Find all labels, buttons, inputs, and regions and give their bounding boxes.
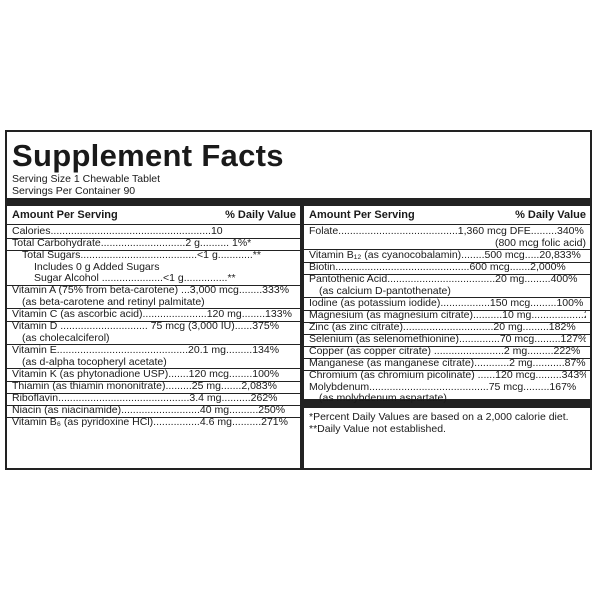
nutrient-line: Selenium (as selenomethionine)..........… [309, 334, 586, 345]
nutrient-line: Magnesium (as magnesium citrate)........… [309, 310, 586, 321]
supplement-facts-panel: Supplement Facts Serving Size 1 Chewable… [5, 130, 592, 470]
serving-size: Serving Size 1 Chewable Tablet [12, 173, 161, 185]
nutrient-row: Vitamin A (75% from beta-carotene) ...3,… [7, 285, 300, 310]
nutrient-line: Folate..................................… [309, 226, 584, 237]
nutrient-row: Biotin..................................… [304, 262, 590, 275]
nutrient-line: Vitamin B₆ (as pyridoxine HCl)..........… [12, 417, 288, 428]
nutrient-subline: Sugar Alcohol .....................<1 g.… [34, 273, 236, 285]
nutrient-subline: Molybdenum..............................… [309, 381, 577, 393]
nutrient-subline: (as molybdenum aspartate) [319, 393, 447, 405]
nutrient-row: Total Carbohydrate......................… [7, 238, 300, 251]
nutrient-row: Vitamin E...............................… [7, 345, 300, 370]
nutrient-subline: Includes 0 g Added Sugars [34, 261, 160, 273]
nutrient-row: Vitamin B₆ (as pyridoxine HCl)..........… [7, 417, 300, 430]
nutrient-row: Copper (as copper citrate) .............… [304, 346, 590, 359]
nutrient-line: Biotin..................................… [309, 262, 566, 273]
nutrient-row: Magnesium (as magnesium citrate)........… [304, 310, 590, 323]
amount-per-serving-label: Amount Per Serving [12, 209, 118, 221]
nutrient-line: Vitamin C (as ascorbic acid)............… [12, 309, 292, 320]
nutrient-line: Niacin (as niacinamide).................… [12, 405, 286, 416]
footnote-percent-dv: *Percent Daily Values are based on a 2,0… [309, 411, 569, 423]
nutrient-line: Manganese (as manganese citrate)........… [309, 358, 586, 369]
nutrient-subline: (as beta-carotene and retinyl palmitate) [22, 296, 205, 308]
nutrient-row: Thiamin (as thiamin mononitrate)........… [7, 381, 300, 394]
thick-divider [7, 198, 590, 206]
nutrient-line: Vitamin K (as phytonadione USP).......12… [12, 369, 280, 380]
nutrient-row: Selenium (as selenomethionine)..........… [304, 334, 590, 347]
nutrient-line: Total Carbohydrate......................… [12, 238, 252, 249]
daily-value-label: % Daily Value [515, 209, 586, 221]
nutrient-line: Pantothenic Acid........................… [309, 274, 578, 285]
nutrient-row: Iodine (as potassium iodide)............… [304, 298, 590, 311]
nutrient-row: Vitamin B₁₂ (as cyanocobalamin)........5… [304, 250, 590, 263]
nutrient-subline: (as cholecalciferol) [22, 332, 110, 344]
nutrient-line: Riboflavin..............................… [12, 393, 278, 404]
nutrient-line: Zinc (as zinc citrate)..................… [309, 322, 576, 333]
nutrient-row: Manganese (as manganese citrate)........… [304, 358, 590, 371]
nutrient-line: Thiamin (as thiamin mononitrate)........… [12, 381, 277, 392]
right-column-header: Amount Per Serving % Daily Value [304, 206, 590, 225]
nutrient-row: Chromium (as chromium picolinate) ......… [304, 370, 590, 406]
nutrient-line: Vitamin D ..............................… [12, 321, 280, 332]
nutrient-line: Calories................................… [12, 226, 223, 237]
nutrient-row: Zinc (as zinc citrate)..................… [304, 322, 590, 335]
footnote-divider [304, 399, 590, 408]
nutrient-line: Chromium (as chromium picolinate) ......… [309, 370, 586, 381]
nutrient-row: Vitamin K (as phytonadione USP).......12… [7, 369, 300, 382]
nutrient-row: Folate..................................… [304, 226, 590, 251]
column-divider [300, 206, 304, 468]
nutrient-row: Pantothenic Acid........................… [304, 274, 590, 299]
nutrient-subline: (as calcium D-pantothenate) [319, 285, 451, 297]
nutrient-row: Vitamin D ..............................… [7, 321, 300, 346]
amount-per-serving-label: Amount Per Serving [309, 209, 415, 221]
nutrient-row: Vitamin C (as ascorbic acid)............… [7, 309, 300, 322]
nutrient-line: Copper (as copper citrate) .............… [309, 346, 581, 357]
nutrient-row: Riboflavin..............................… [7, 393, 300, 406]
panel-title: Supplement Facts [12, 138, 284, 173]
nutrient-row: Total Sugars............................… [7, 250, 300, 286]
nutrient-subline: (800 mcg folic acid) [494, 237, 586, 249]
footnote-dv-not-established: **Daily Value not established. [309, 423, 446, 435]
left-column-header: Amount Per Serving % Daily Value [7, 206, 300, 225]
nutrient-line: Iodine (as potassium iodide)............… [309, 298, 584, 309]
servings-per-container: Servings Per Container 90 [12, 185, 136, 197]
nutrient-line: Vitamin A (75% from beta-carotene) ...3,… [12, 285, 290, 296]
nutrient-subline: (as d-alpha tocopheryl acetate) [22, 356, 167, 368]
nutrient-row: Niacin (as niacinamide).................… [7, 405, 300, 418]
nutrient-line: Vitamin E...............................… [12, 345, 280, 356]
nutrient-line: Vitamin B₁₂ (as cyanocobalamin)........5… [309, 250, 581, 261]
nutrient-row: Calories................................… [7, 226, 300, 239]
nutrient-line: Total Sugars............................… [22, 250, 261, 261]
daily-value-label: % Daily Value [225, 209, 296, 221]
